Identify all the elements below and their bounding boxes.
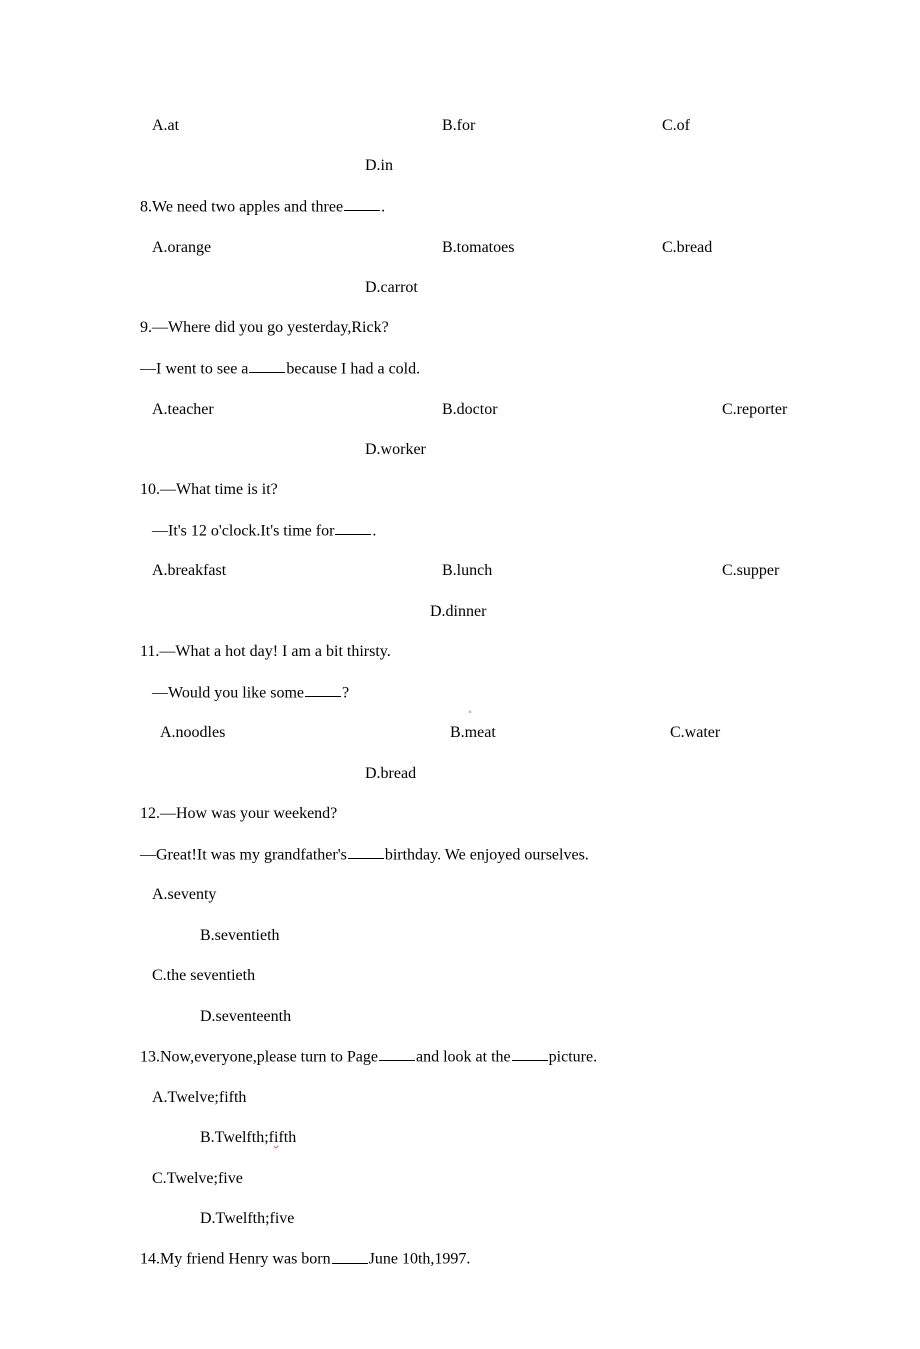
blank — [335, 520, 371, 535]
q11-options-row: A.noodles B.meat C.water — [140, 722, 800, 744]
q13-stem-post: picture. — [549, 1048, 597, 1065]
q7-option-a: A.at — [140, 115, 442, 137]
q8-stem-post: . — [381, 198, 385, 215]
q9-option-b: B.doctor — [442, 399, 662, 421]
q9-option-d: D.worker — [140, 439, 800, 461]
q13-stem-mid: and look at the — [416, 1048, 511, 1065]
q13-option-b: B.Twelfth;fifth — [140, 1127, 800, 1149]
q8-option-a: A.orange — [140, 237, 442, 259]
q9-line2: —I went to see a because I had a cold. — [140, 358, 800, 381]
q10-option-c: C.supper — [662, 560, 779, 582]
q13-b-pre: B.Twelfth;f — [200, 1129, 274, 1146]
q8-options-row: A.orange B.tomatoes C.bread — [140, 237, 800, 259]
q7-option-b: B.for — [442, 115, 662, 137]
q12-line2-post: birthday. We enjoyed ourselves. — [385, 846, 589, 863]
q11-option-c: C.water — [670, 722, 720, 744]
q10-option-b: B.lunch — [442, 560, 662, 582]
q13-option-c: C.Twelve;five — [140, 1168, 800, 1190]
q10-option-d: D.dinner — [140, 601, 800, 623]
q11-line2-pre: —Would you like some — [152, 684, 304, 701]
q12-option-b: B.seventieth — [140, 925, 800, 947]
q9-option-a: A.teacher — [140, 399, 442, 421]
q9-options-row: A.teacher B.doctor C.reporter — [140, 399, 800, 421]
q10-line1: 10.—What time is it? — [140, 479, 800, 501]
blank — [379, 1046, 415, 1061]
q13-stem: 13.Now,everyone,please turn to Page and l… — [140, 1046, 800, 1069]
q11-line2: —Would you like some? ▪ — [140, 682, 800, 705]
q12-line2-pre: —Great!It was my grandfather's — [140, 846, 347, 863]
q14-stem-pre: 14.My friend Henry was born — [140, 1251, 331, 1268]
q10-line2-post: . — [372, 522, 376, 539]
blank — [348, 844, 384, 859]
blank — [344, 196, 380, 211]
q10-line2-pre: —It's 12 o'clock.It's time for — [152, 522, 334, 539]
q13-stem-pre: 13.Now,everyone,please turn to Page — [140, 1048, 378, 1065]
blank — [332, 1248, 368, 1263]
q12-line1: 12.—How was your weekend? — [140, 803, 800, 825]
q11-option-a: A.noodles — [140, 722, 450, 744]
blank — [512, 1046, 548, 1061]
blank — [305, 682, 341, 697]
q12-option-d: D.seventeenth — [140, 1006, 800, 1028]
q8-option-d: D.carrot — [140, 277, 800, 299]
blank — [249, 358, 285, 373]
q12-option-a: A.seventy — [140, 884, 800, 906]
q8-option-b: B.tomatoes — [442, 237, 662, 259]
q9-line1: 9.—Where did you go yesterday,Rick? — [140, 317, 800, 339]
q11-option-d: D.bread — [140, 763, 800, 785]
q9-line2-post: because I had a cold. — [286, 360, 420, 377]
q14-stem-post: June 10th,1997. — [369, 1251, 471, 1268]
q11-line1: 11.—What a hot day! I am a bit thirsty. — [140, 641, 800, 663]
q11-line2-post: ? — [342, 684, 349, 701]
q13-b-post: fth — [278, 1129, 296, 1146]
q8-stem: 8.We need two apples and three. — [140, 196, 800, 219]
q7-option-c: C.of — [662, 115, 690, 137]
q13-option-d: D.Twelfth;five — [140, 1208, 800, 1230]
q8-option-c: C.bread — [662, 237, 712, 259]
q10-line2: —It's 12 o'clock.It's time for. — [140, 520, 800, 543]
q7-option-d: D.in — [140, 155, 800, 177]
q10-option-a: A.breakfast — [140, 560, 442, 582]
q8-stem-pre: 8.We need two apples and three — [140, 198, 343, 215]
q11-option-b: B.meat — [450, 722, 670, 744]
q13-option-a: A.Twelve;fifth — [140, 1087, 800, 1109]
q12-line2: —Great!It was my grandfather's birthday. … — [140, 844, 800, 867]
q10-options-row: A.breakfast B.lunch C.supper — [140, 560, 800, 582]
q7-options-row: A.at B.for C.of — [140, 115, 800, 137]
watermark-dot-icon: ▪ — [467, 706, 473, 712]
q9-line2-pre: —I went to see a — [140, 360, 248, 377]
q12-option-c: C.the seventieth — [140, 965, 800, 987]
q9-option-c: C.reporter — [662, 399, 787, 421]
q14-stem: 14.My friend Henry was born June 10th,199… — [140, 1248, 800, 1271]
